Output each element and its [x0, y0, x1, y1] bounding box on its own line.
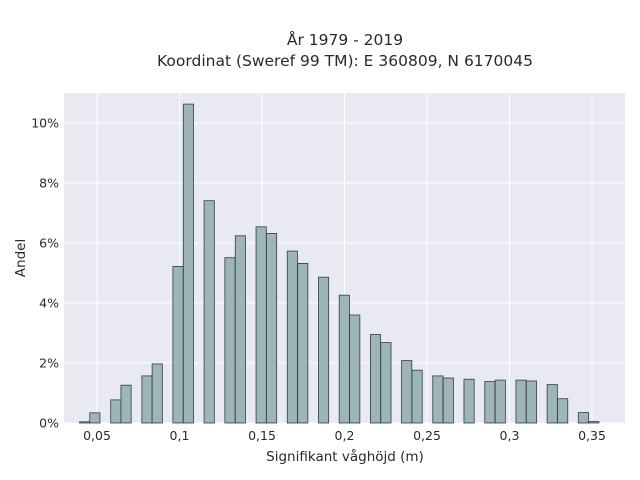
histogram-bar-16	[338, 294, 350, 424]
histogram-bar-10	[234, 235, 246, 424]
histogram-bar-28	[525, 380, 537, 424]
histogram-bar-26	[494, 379, 506, 424]
x-axis-label: Signifikant våghöjd (m)	[266, 448, 424, 465]
histogram-bar-24	[463, 378, 475, 424]
histogram-bar-2	[110, 399, 122, 424]
histogram-bar-1	[89, 412, 101, 424]
y-tick-label-3: 6%	[39, 236, 59, 251]
histogram-bar-23	[442, 377, 454, 424]
y-tick-label-5: 10%	[31, 116, 59, 131]
histogram-bar-27	[515, 379, 527, 424]
chart-title: År 1979 - 2019	[287, 30, 403, 49]
histogram-bar-15	[318, 276, 330, 424]
bars-group	[79, 103, 600, 424]
histogram-bar-30	[557, 398, 569, 424]
histogram-bar-5	[151, 363, 163, 424]
histogram-bar-3	[120, 384, 132, 424]
histogram-bar-31	[577, 412, 589, 424]
histogram-bar-20	[401, 360, 413, 424]
x-tick-label-1: 0,1	[170, 428, 190, 443]
histogram-bar-7	[182, 103, 194, 424]
y-tick-label-2: 4%	[39, 296, 59, 311]
histogram-bar-21	[411, 369, 423, 424]
histogram-bar-4	[141, 375, 153, 424]
chart-subtitle: Koordinat (Sweref 99 TM): E 360809, N 61…	[157, 52, 533, 70]
x-axis-ticks: 0,05 0,1 0,15 0,2 0,25 0,3 0,35	[83, 428, 606, 443]
histogram-bar-6	[172, 265, 184, 424]
x-tick-label-5: 0,3	[500, 428, 520, 443]
x-tick-label-0: 0,05	[83, 428, 111, 443]
histogram-bar-11	[255, 226, 267, 424]
histogram-bar-0	[79, 421, 91, 424]
histogram-bar-25	[484, 381, 496, 424]
y-axis-ticks: 0% 2% 4% 6% 8% 10%	[31, 116, 59, 431]
histogram-bar-32	[588, 421, 600, 424]
histogram-bar-9	[224, 257, 236, 424]
histogram-bar-22	[432, 375, 444, 424]
x-tick-label-6: 0,35	[578, 428, 606, 443]
histogram-bar-12	[266, 232, 278, 424]
y-tick-label-4: 8%	[39, 176, 59, 191]
x-tick-label-4: 0,25	[413, 428, 441, 443]
histogram-bar-29	[546, 384, 558, 424]
y-axis-label: Andel	[13, 239, 29, 277]
x-tick-label-3: 0,2	[335, 428, 355, 443]
y-tick-label-1: 2%	[39, 356, 59, 371]
y-tick-label-0: 0%	[39, 416, 59, 431]
histogram-bar-17	[349, 314, 361, 424]
histogram-bar-14	[297, 262, 309, 424]
histogram-bar-19	[380, 342, 392, 424]
x-tick-label-2: 0,15	[248, 428, 276, 443]
histogram-bar-18	[370, 334, 382, 424]
histogram-bar-8	[203, 200, 215, 424]
histogram-bar-13	[286, 250, 298, 424]
